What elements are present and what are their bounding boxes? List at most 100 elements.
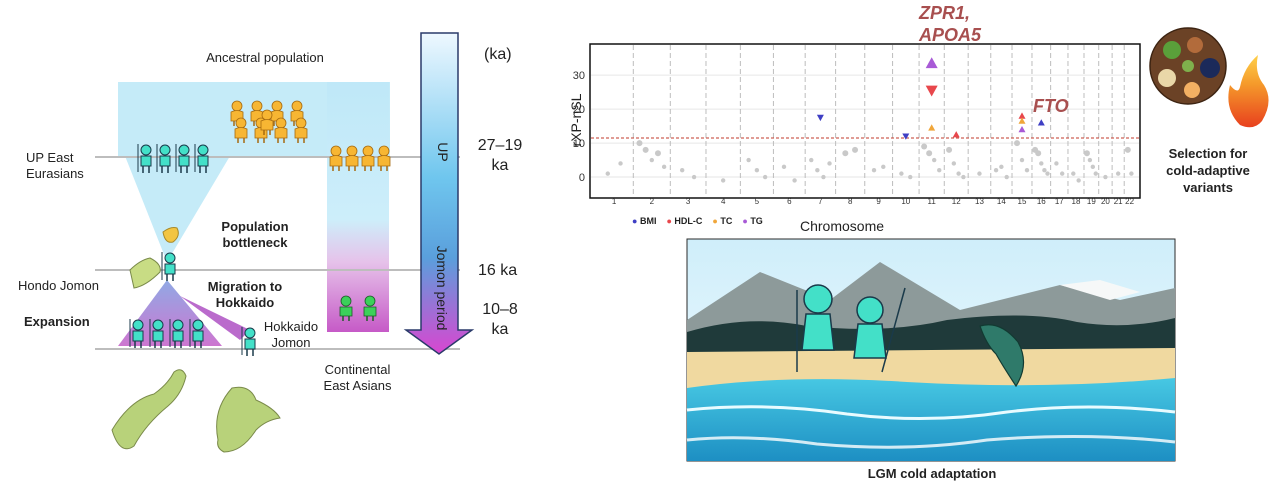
significant-point-tc — [928, 124, 936, 131]
background-point — [1083, 150, 1090, 157]
y-tick-labels: 0 10 20 30 — [573, 70, 585, 184]
x-tick-labels: 1 2 3 4 5 6 7 8 9 10 11 12 13 14 15 16 17 18 19 20 21 22 — [612, 197, 1135, 206]
legend-item-tg: ● TG — [742, 216, 763, 226]
hokkaido-jomon-label: Hokkaido Jomon — [263, 319, 319, 350]
background-point — [642, 146, 649, 153]
significant-point-hdl-c — [952, 131, 960, 138]
background-point — [1059, 171, 1065, 176]
background-point — [762, 174, 768, 180]
background-point — [1093, 171, 1098, 176]
migration-label: Migration to Hokkaido — [207, 279, 283, 310]
x-tick-label: 2 — [650, 197, 655, 206]
background-point — [1045, 171, 1050, 176]
ka-header: (ka) — [484, 46, 512, 63]
background-point — [792, 178, 797, 183]
y-axis-label: rXP-nSL — [568, 93, 584, 147]
left-panel — [95, 32, 475, 453]
background-point — [932, 157, 937, 163]
background-point — [618, 161, 623, 166]
background-point — [636, 140, 643, 147]
time-mark-16: 16 ka — [478, 262, 518, 279]
background-point — [937, 168, 942, 173]
background-point — [926, 150, 933, 157]
background-point — [871, 168, 877, 173]
background-point — [746, 157, 751, 163]
background-point — [649, 157, 655, 163]
background-point — [1103, 174, 1108, 180]
x-axis-label: Chromosome — [800, 218, 885, 234]
background-point — [842, 150, 849, 157]
background-point — [961, 174, 966, 180]
gene-label-zpr1-apoa5: ZPR1, APOA5 — [919, 3, 982, 45]
background-point — [720, 178, 726, 183]
significant-point-bmi — [1037, 119, 1045, 126]
background-point — [1054, 161, 1059, 166]
x-tick-label: 13 — [975, 197, 984, 206]
background-point — [881, 164, 886, 170]
ancestral-population-label: Ancestral population — [206, 50, 324, 65]
background-point — [993, 168, 999, 173]
up-east-eurasians-label: UP East Eurasians — [26, 150, 84, 181]
background-point — [821, 174, 826, 180]
x-tick-label: 18 — [1072, 197, 1081, 206]
background-point — [1087, 157, 1093, 163]
significant-point-tg — [925, 57, 938, 69]
hondo-jomon-label: Hondo Jomon — [18, 278, 99, 293]
hokkaido-map-icon — [216, 386, 281, 453]
time-arrow — [403, 32, 475, 355]
background-point — [827, 161, 832, 166]
y-tick-label: 10 — [573, 138, 585, 150]
background-point — [977, 171, 982, 176]
background-point — [809, 157, 814, 163]
continental-label: Continental East Asians — [323, 362, 392, 393]
y-tick-label: 30 — [573, 70, 585, 82]
gene-label-fto: FTO — [1033, 96, 1069, 116]
x-tick-label: 15 — [1018, 197, 1027, 206]
chart-grid — [591, 45, 1139, 197]
x-tick-label: 3 — [686, 197, 691, 206]
x-tick-label: 9 — [876, 197, 881, 206]
background-point — [1019, 157, 1025, 163]
legend-item-bmi: ● BMI — [632, 216, 657, 226]
chart-legend: ● BMI ● HDL-C ● TC ● TG — [632, 216, 763, 226]
x-tick-label: 6 — [787, 197, 792, 206]
population-bottleneck-label: Population bottleneck — [221, 219, 289, 250]
x-tick-label: 5 — [755, 197, 760, 206]
small-hokkaido-map-icon — [162, 227, 179, 243]
background-point — [654, 150, 661, 157]
x-tick-label: 4 — [721, 197, 726, 206]
x-tick-label: 12 — [952, 197, 961, 206]
small-japan-map-icon — [129, 257, 161, 289]
chart-background-points — [605, 140, 1134, 183]
legend-item-tc: ● TC — [712, 216, 733, 226]
x-tick-label: 8 — [848, 197, 853, 206]
significant-point-hdl-c — [925, 85, 938, 97]
background-point — [899, 171, 904, 176]
background-point — [1090, 164, 1096, 170]
arrow-label-jomon: Jomon period — [434, 245, 450, 331]
fire-icon — [1228, 55, 1269, 128]
x-tick-label: 10 — [901, 197, 910, 206]
background-point — [956, 171, 961, 176]
x-tick-label: 17 — [1055, 197, 1064, 206]
significant-point-tg — [1018, 125, 1026, 133]
lgm-label: LGM cold adaptation — [867, 466, 997, 481]
background-point — [1071, 171, 1076, 176]
japan-map-icon — [111, 369, 187, 450]
background-point — [1076, 178, 1081, 183]
y-tick-label: 20 — [573, 104, 585, 116]
background-point — [1042, 168, 1047, 173]
background-point — [1039, 161, 1044, 166]
background-point — [946, 146, 953, 153]
lgm-illustration — [686, 238, 1176, 462]
x-tick-label: 7 — [818, 197, 823, 206]
background-point — [1124, 146, 1131, 153]
continental-band — [327, 82, 389, 332]
x-tick-label: 20 — [1101, 197, 1110, 206]
x-tick-label: 11 — [928, 197, 937, 206]
y-tick-label: 0 — [579, 172, 585, 184]
bottleneck-person-icon — [161, 251, 176, 282]
expansion-label: Expansion — [24, 314, 90, 329]
background-point — [1024, 168, 1030, 173]
x-tick-label: 19 — [1087, 197, 1096, 206]
